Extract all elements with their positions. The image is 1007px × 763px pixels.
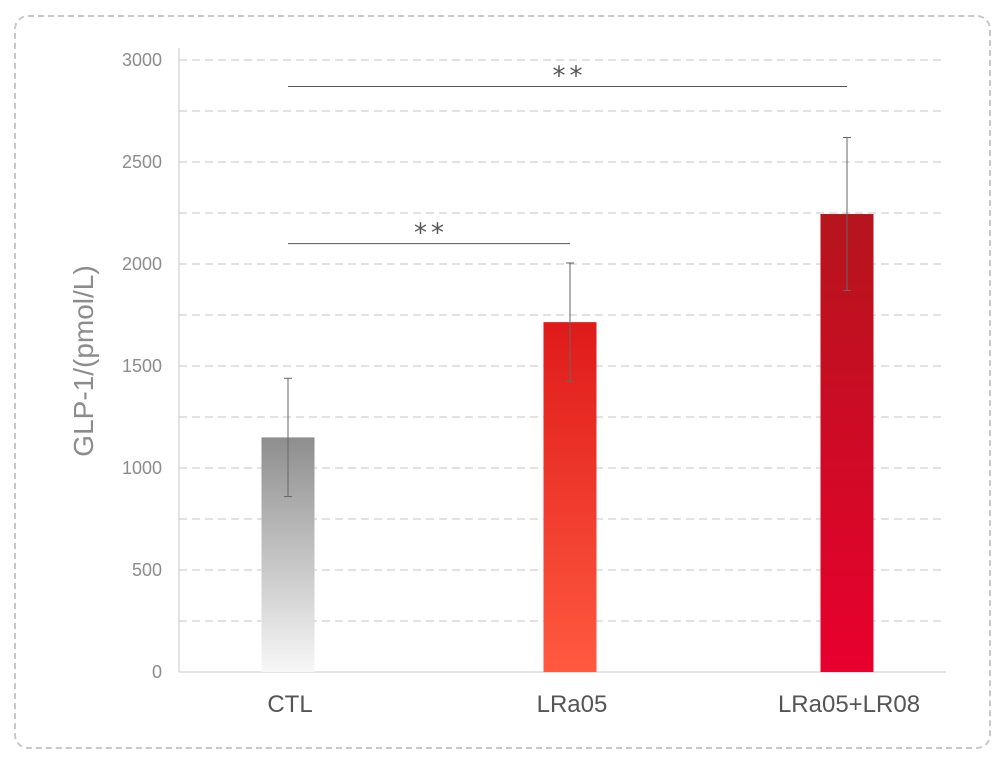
y-tick-label: 1000 — [122, 458, 162, 478]
x-tick-labels: CTL LRa05 LRa05+LR08 — [267, 691, 920, 718]
significance-label: ** — [414, 219, 448, 249]
x-tick-label: CTL — [267, 691, 312, 718]
y-tick-label: 500 — [132, 560, 162, 580]
significance-markers: ** ** — [288, 62, 847, 249]
y-tick-label: 0 — [152, 662, 162, 682]
bars — [261, 214, 874, 672]
y-tick-label: 3000 — [122, 50, 162, 70]
y-tick-label: 2000 — [122, 254, 162, 274]
y-tick-label: 1500 — [122, 356, 162, 376]
significance-label: ** — [553, 62, 587, 92]
y-tick-label: 2500 — [122, 152, 162, 172]
x-tick-label: LRa05+LR08 — [778, 691, 920, 718]
y-axis-title: GLP-1/(pmol/L) — [68, 265, 99, 456]
chart-frame — [14, 15, 991, 749]
y-tick-labels: 0 500 1000 1500 2000 2500 3000 — [122, 50, 162, 682]
x-tick-label: LRa05 — [537, 691, 608, 718]
error-bars — [284, 137, 851, 498]
